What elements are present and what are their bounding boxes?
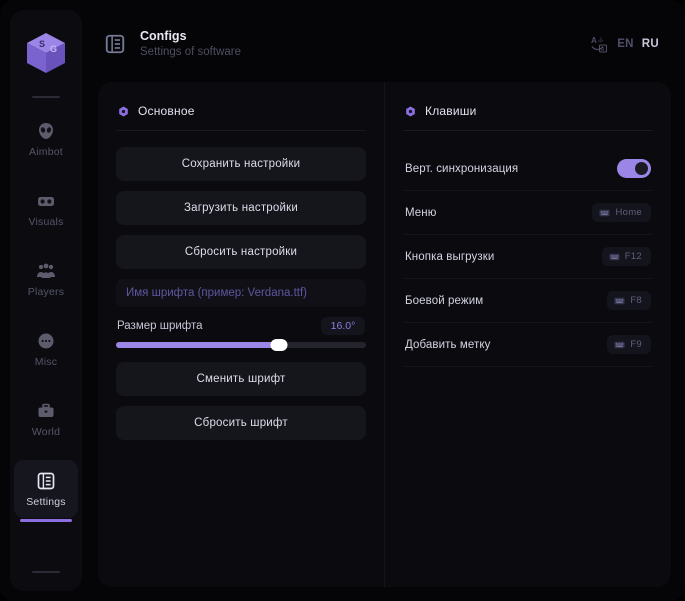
section-divider [403,130,653,131]
gear-hex-icon [118,106,129,117]
sidebar-divider-bottom [32,571,60,573]
page-header: Configs Settings of software A ふ я EN RU [92,10,675,78]
svg-text:я: я [601,47,604,53]
sidebar-item-label: Aimbot [29,146,63,159]
section-title: Основное [138,104,195,118]
key-row-label: Кнопка выгрузки [405,250,495,263]
key-row-label: Меню [405,206,437,219]
content-panel: Основное Сохранить настройки Загрузить н… [98,82,671,587]
reset-font-button[interactable]: Сбросить шрифт [116,406,366,440]
sidebar-item-world[interactable]: World [14,390,78,448]
combat-mode-key-row: Боевой режим F8 [403,279,653,323]
section-divider [116,130,366,131]
font-size-slider-knob[interactable] [270,339,287,351]
keyboard-icon [614,297,625,305]
page-subtitle: Settings of software [140,45,241,58]
briefcase-icon [35,400,57,422]
general-section-header: Основное [116,100,366,130]
cube-sg-logo-icon: S G [27,33,65,73]
sidebar-item-label: World [31,426,61,439]
key-badge-text: F9 [630,339,642,350]
goggles-icon [35,190,57,212]
unload-key-row: Кнопка выгрузки F12 [403,235,653,279]
language-switcher: A ふ я EN RU [591,35,659,53]
sidebar-item-visuals[interactable]: Visuals [14,180,78,238]
keyboard-icon [609,253,620,261]
font-size-label: Размер шрифта [117,320,203,332]
reset-settings-button[interactable]: Сбросить настройки [116,235,366,269]
section-title: Клавиши [425,104,477,118]
page-title: Configs [140,28,187,43]
load-settings-button[interactable]: Загрузить настройки [116,191,366,225]
font-size-value: 16.0° [321,317,365,335]
font-size-row: Размер шрифта 16.0° [116,317,366,335]
key-badge-text: F8 [630,295,642,306]
save-settings-button[interactable]: Сохранить настройки [116,147,366,181]
vsync-row: Верт. синхронизация [403,147,653,191]
sidebar-divider-top [32,96,60,98]
sidebar-item-label: Players [27,286,65,299]
key-row-label: Боевой режим [405,294,484,307]
list-panel-icon [35,470,57,492]
font-name-input[interactable] [116,279,366,307]
keyboard-icon [599,209,610,217]
app-logo[interactable]: S G [10,26,82,80]
list-panel-icon [102,31,128,57]
vsync-toggle[interactable] [617,159,651,178]
key-row-label: Верт. синхронизация [405,162,519,175]
combat-mode-key-binding[interactable]: F8 [607,291,651,310]
key-badge-text: F12 [624,251,642,262]
font-size-slider[interactable] [116,339,366,351]
add-marker-key-binding[interactable]: F9 [607,335,651,354]
svg-text:G: G [50,44,57,54]
key-badge-text: Home [615,207,642,218]
menu-key-row: Меню Home [403,191,653,235]
change-font-button[interactable]: Сменить шрифт [116,362,366,396]
keyboard-icon [614,341,625,349]
sphere-dots-icon [35,330,57,352]
sidebar-item-aimbot[interactable]: Aimbot [14,110,78,168]
unload-key-binding[interactable]: F12 [601,247,651,266]
lang-option-en[interactable]: EN [617,38,634,50]
lang-option-ru[interactable]: RU [641,38,659,50]
toggle-knob [634,162,648,175]
people-group-icon [35,260,57,282]
add-marker-key-row: Добавить метку F9 [403,323,653,367]
svg-text:A: A [591,36,597,45]
font-size-slider-fill [116,342,279,348]
sidebar: S G Aimbot [10,10,82,591]
sidebar-item-settings[interactable]: Settings [14,460,78,522]
sidebar-item-label: Settings [26,496,66,509]
main-area: Configs Settings of software A ふ я EN RU [92,10,675,591]
translate-icon: A ふ я [591,35,609,53]
sidebar-item-players[interactable]: Players [14,250,78,308]
alien-head-icon [35,120,57,142]
menu-key-binding[interactable]: Home [592,203,651,222]
header-text-block: Configs Settings of software [140,28,591,60]
general-settings-column: Основное Сохранить настройки Загрузить н… [98,82,385,587]
sidebar-item-label: Visuals [28,216,64,229]
svg-text:S: S [39,39,45,49]
sidebar-nav: Aimbot Visuals [10,110,82,530]
key-row-label: Добавить метку [405,338,491,351]
svg-text:ふ: ふ [598,37,604,44]
sidebar-item-misc[interactable]: Misc [14,320,78,378]
keys-section-header: Клавиши [403,100,653,130]
gear-hex-icon [405,106,416,117]
keys-settings-column: Клавиши Верт. синхронизация Меню [385,82,671,587]
sidebar-item-label: Misc [34,356,58,369]
